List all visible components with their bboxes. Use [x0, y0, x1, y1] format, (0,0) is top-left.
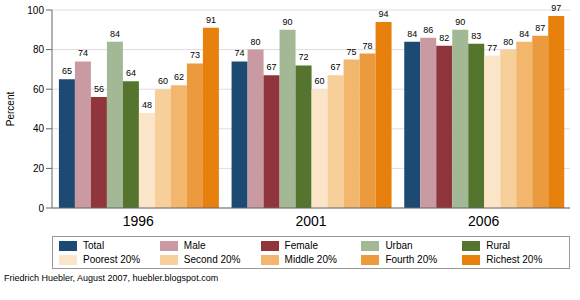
svg-text:80: 80	[251, 37, 261, 47]
html-text:Male: Male	[183, 240, 206, 251]
html-text:Poorest 20%: Poorest 20%	[83, 254, 141, 265]
svg-text:94: 94	[379, 9, 389, 19]
svg-text:87: 87	[535, 23, 545, 33]
svg-text:40: 40	[33, 123, 45, 134]
svg-text:82: 82	[439, 33, 449, 43]
html-text:Female: Female	[284, 240, 318, 251]
svg-text:2006: 2006	[468, 213, 499, 229]
svg-text:75: 75	[347, 47, 357, 57]
svg-text:90: 90	[455, 17, 465, 27]
svg-text:67: 67	[331, 62, 341, 72]
svg-text:74: 74	[235, 48, 245, 58]
svg-text:20: 20	[33, 163, 45, 174]
svg-text:72: 72	[299, 52, 309, 62]
svg-text:0: 0	[38, 203, 44, 214]
svg-text:84: 84	[407, 29, 417, 39]
svg-text:Percent: Percent	[8, 92, 16, 127]
svg-text:60: 60	[158, 76, 168, 86]
html-text:Total: Total	[83, 240, 105, 251]
svg-text:67: 67	[267, 62, 277, 72]
svg-text:56: 56	[94, 84, 104, 94]
html-text:Friedrich Huebler, August 2007: Friedrich Huebler, August 2007, huebler.…	[4, 273, 219, 283]
svg-text:60: 60	[33, 84, 45, 95]
svg-text:1996: 1996	[123, 213, 154, 229]
svg-text:65: 65	[62, 66, 72, 76]
html-text:Middle 20%: Middle 20%	[284, 254, 337, 265]
svg-text:64: 64	[126, 68, 136, 78]
svg-text:77: 77	[487, 43, 497, 53]
svg-text:100: 100	[27, 5, 44, 16]
svg-text:86: 86	[423, 25, 433, 35]
html-text:Richest 20%: Richest 20%	[486, 254, 543, 265]
svg-text:80: 80	[33, 44, 45, 55]
html-text:Urban: Urban	[385, 240, 413, 251]
svg-text:84: 84	[110, 29, 120, 39]
svg-text:48: 48	[142, 100, 152, 110]
svg-text:80: 80	[503, 37, 513, 47]
svg-text:73: 73	[190, 50, 200, 60]
svg-text:97: 97	[551, 3, 561, 13]
svg-text:78: 78	[363, 41, 373, 51]
svg-text:83: 83	[471, 31, 481, 41]
svg-text:91: 91	[206, 15, 216, 25]
svg-text:60: 60	[315, 76, 325, 86]
svg-text:90: 90	[283, 17, 293, 27]
html-text:Fourth 20%: Fourth 20%	[385, 254, 438, 265]
html-text:Second 20%: Second 20%	[183, 254, 241, 265]
svg-text:84: 84	[519, 29, 529, 39]
svg-text:74: 74	[78, 48, 88, 58]
svg-text:2001: 2001	[295, 213, 326, 229]
svg-text:62: 62	[174, 72, 184, 82]
html-text:Rural: Rural	[486, 240, 511, 251]
